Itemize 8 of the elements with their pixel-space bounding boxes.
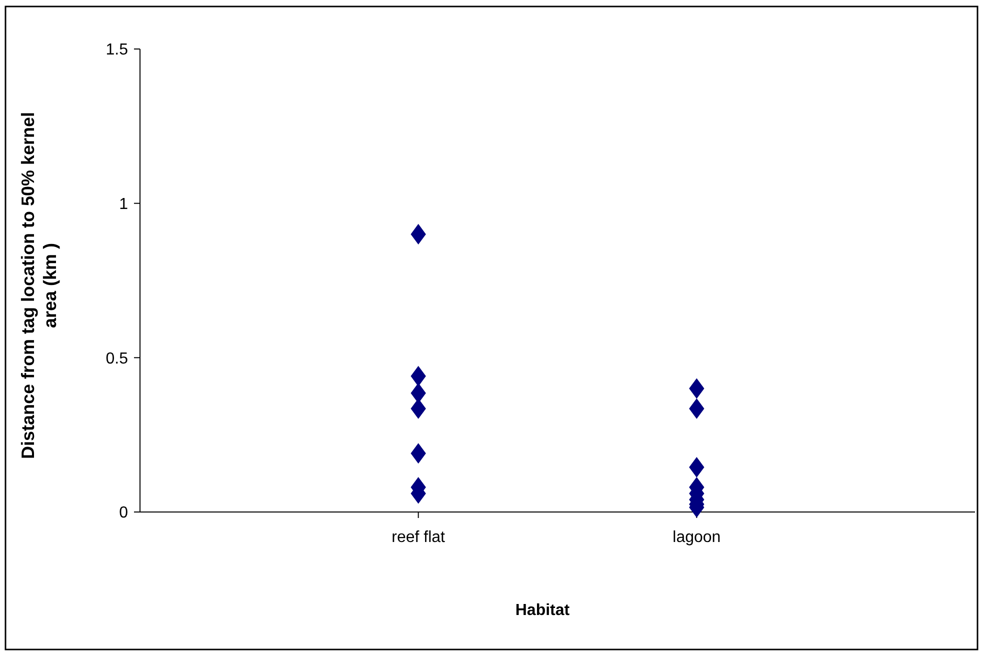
x-axis-title: Habitat — [515, 602, 570, 619]
y-tick-label: 1 — [119, 196, 128, 213]
y-tick-label: 0 — [119, 504, 128, 522]
y-tick-label: 1.5 — [106, 42, 128, 59]
y-tick-label: 0.5 — [106, 350, 128, 368]
x-tick-label: lagoon — [672, 529, 721, 546]
x-tick-label: reef flat — [392, 529, 446, 546]
y-axis-title: Distance from tag location to 50% kernel area (km ) — [18, 112, 60, 460]
